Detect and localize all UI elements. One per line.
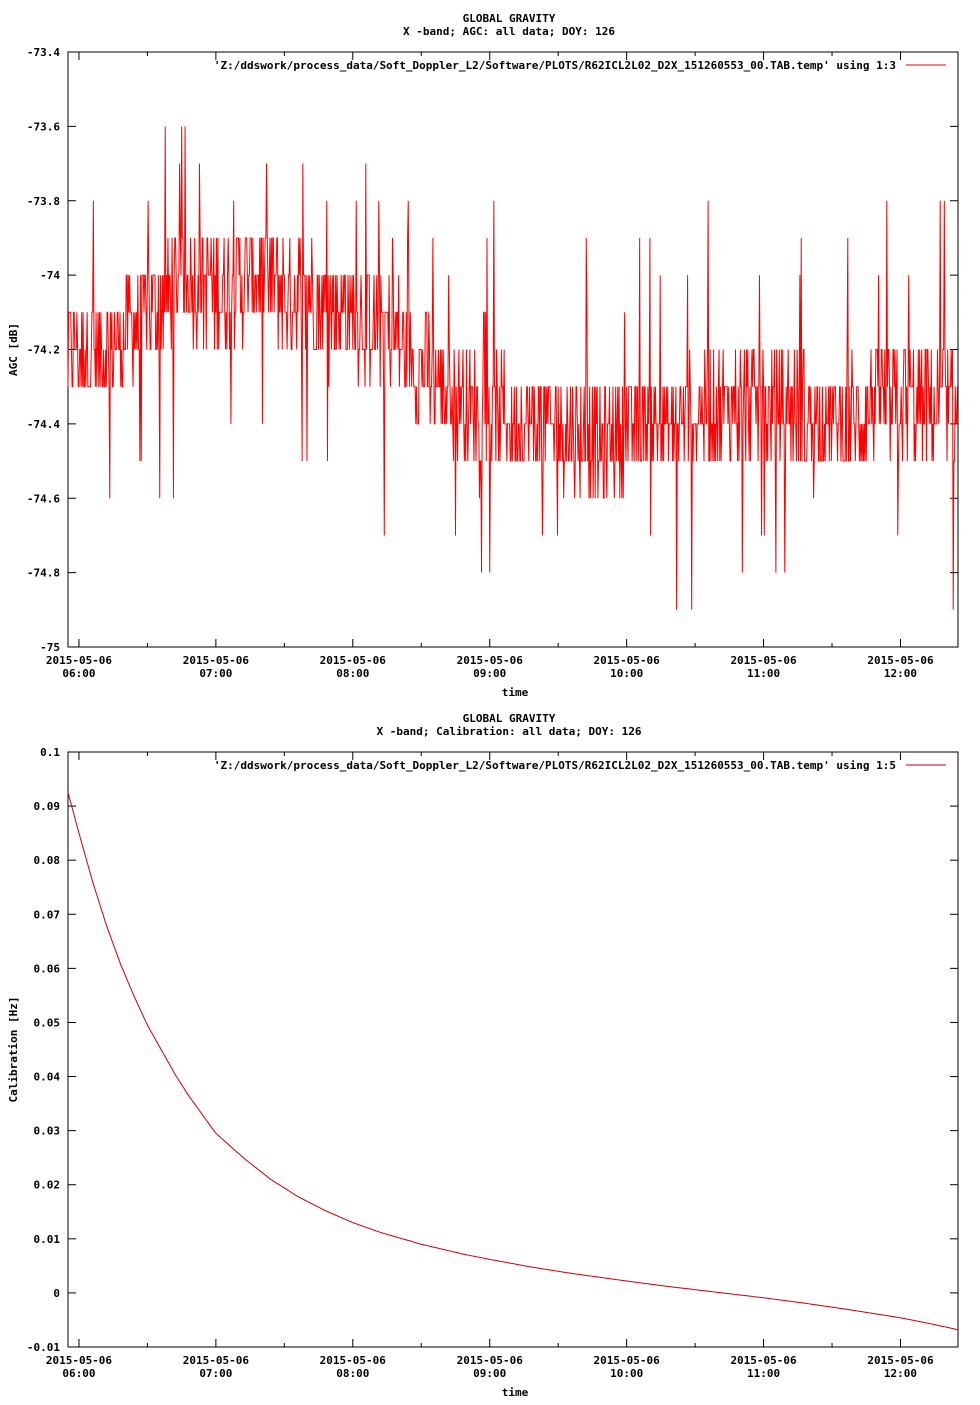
x-tick-label-date: 2015-05-06: [46, 654, 113, 667]
x-tick-label-date: 2015-05-06: [867, 654, 934, 667]
x-tick-label-time: 06:00: [62, 1367, 95, 1380]
x-tick-label-date: 2015-05-06: [594, 654, 661, 667]
x-tick-label-date: 2015-05-06: [320, 654, 387, 667]
x-tick-label-time: 10:00: [610, 1367, 643, 1380]
y-tick-label: 0.08: [34, 854, 61, 867]
x-tick-label-time: 10:00: [610, 667, 643, 680]
x-tick-label-time: 06:00: [62, 667, 95, 680]
x-tick-label-time: 09:00: [473, 1367, 506, 1380]
x-tick-label-date: 2015-05-06: [730, 1354, 797, 1367]
x-tick-label-time: 12:00: [884, 667, 917, 680]
y-tick-label: 0.09: [34, 800, 61, 813]
y-tick-label: -74: [40, 269, 60, 282]
x-tick-label-date: 2015-05-06: [183, 1354, 250, 1367]
series-line: [67, 126, 958, 610]
plot-frame: [67, 51, 959, 648]
chart-subtitle: X -band; Calibration: all data; DOY: 126: [377, 725, 642, 738]
x-tick-label-date: 2015-05-06: [594, 1354, 661, 1367]
y-tick-label: 0.01: [34, 1233, 61, 1246]
x-tick-label-date: 2015-05-06: [457, 654, 524, 667]
y-tick-label: 0.1: [40, 746, 60, 759]
y-tick-label: 0.03: [34, 1125, 61, 1138]
x-tick-label-time: 09:00: [473, 667, 506, 680]
y-tick-label: -75: [40, 641, 60, 654]
x-tick-label-time: 07:00: [199, 1367, 232, 1380]
x-tick-label-time: 08:00: [336, 1367, 369, 1380]
y-tick-label: -74.2: [27, 344, 60, 357]
chart-title: GLOBAL GRAVITY: [463, 712, 556, 725]
y-axis-label: Calibration [Hz]: [7, 997, 20, 1103]
y-tick-label: 0.06: [34, 962, 61, 975]
x-tick-label-date: 2015-05-06: [183, 654, 250, 667]
x-tick-label-time: 11:00: [747, 1367, 780, 1380]
x-tick-label-time: 08:00: [336, 667, 369, 680]
series-line: [67, 792, 959, 1331]
y-tick-label: -74.4: [27, 418, 60, 431]
y-tick-label: -0.01: [27, 1341, 60, 1354]
y-tick-label: -73.8: [27, 195, 60, 208]
x-tick-label-date: 2015-05-06: [730, 654, 797, 667]
y-tick-label: -74.8: [27, 567, 60, 580]
x-tick-label-date: 2015-05-06: [46, 1354, 113, 1367]
x-tick-label-date: 2015-05-06: [867, 1354, 934, 1367]
y-tick-label: 0.04: [34, 1071, 61, 1084]
x-tick-label-time: 12:00: [884, 1367, 917, 1380]
y-axis-label: AGC [dB]: [7, 323, 20, 376]
x-axis-label: time: [502, 686, 529, 699]
x-tick-label-time: 11:00: [747, 667, 780, 680]
y-tick-label: -74.6: [27, 492, 60, 505]
x-tick-label-date: 2015-05-06: [457, 1354, 524, 1367]
y-tick-label: -73.4: [27, 46, 60, 59]
x-tick-label-date: 2015-05-06: [320, 1354, 387, 1367]
legend-label: 'Z:/ddswork/process_data/Soft_Doppler_L2…: [214, 759, 896, 772]
y-tick-label: 0.05: [34, 1016, 61, 1029]
y-tick-label: 0.07: [34, 908, 61, 921]
legend-label: 'Z:/ddswork/process_data/Soft_Doppler_L2…: [214, 59, 896, 72]
y-tick-label: -73.6: [27, 120, 60, 133]
y-tick-label: 0.02: [34, 1179, 61, 1192]
plot-frame: [67, 751, 959, 1348]
x-tick-label-time: 07:00: [199, 667, 232, 680]
x-axis-label: time: [502, 1386, 529, 1399]
chart-title: GLOBAL GRAVITY: [463, 12, 556, 25]
y-tick-label: 0: [53, 1287, 60, 1300]
chart-subtitle: X -band; AGC: all data; DOY: 126: [403, 25, 615, 38]
